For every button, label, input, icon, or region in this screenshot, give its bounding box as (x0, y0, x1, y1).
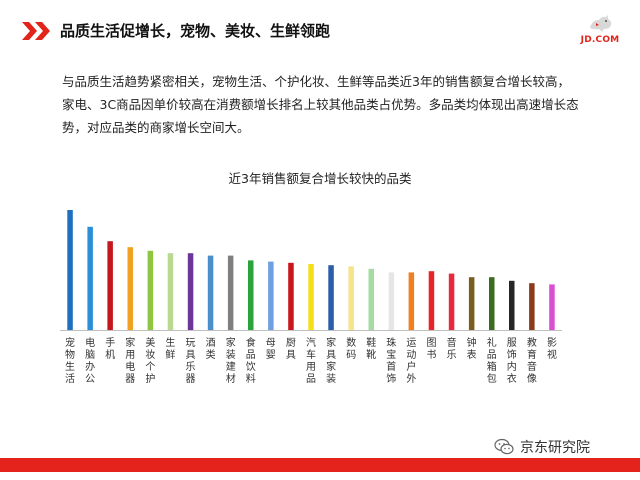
bar (308, 264, 314, 330)
bar (227, 255, 234, 330)
bar (489, 277, 495, 330)
jd-logo: JD.COM (574, 14, 626, 50)
x-tick-label: 汽车用品 (306, 336, 316, 385)
bar (408, 272, 415, 330)
bar (127, 247, 133, 330)
x-tick-label: 家具家装 (326, 336, 336, 385)
x-tick-label: 家装建材 (226, 336, 236, 385)
jd-dog-icon (590, 15, 612, 32)
x-tick-label: 影视 (547, 337, 557, 361)
bar (368, 268, 374, 330)
x-tick-label: 电脑办公 (85, 336, 95, 385)
chart-title: 近3年销售额复合增长较快的品类 (228, 171, 412, 186)
bar (147, 250, 154, 330)
bar (448, 273, 455, 330)
x-tick-label: 酒类 (206, 337, 216, 361)
bar (67, 210, 73, 330)
footer-bar (0, 458, 640, 472)
bar (428, 271, 435, 330)
x-tick-label: 美妆个护 (145, 336, 155, 385)
x-tick-label: 生鲜 (165, 336, 175, 361)
bar (288, 262, 294, 330)
x-tick-label: 手机 (105, 336, 115, 361)
x-tick-label: 玩具乐器 (186, 338, 196, 385)
x-tick-label: 母婴 (266, 337, 276, 361)
page-title: 品质生活促增长，宠物、美妆、生鲜领跑 (60, 22, 331, 40)
bar (268, 261, 274, 330)
x-tick-label: 数码 (346, 336, 356, 361)
x-tick-label: 教育音像 (527, 336, 537, 385)
x-tick-label: 厨具 (286, 337, 296, 361)
x-tick-label: 音乐 (447, 336, 457, 361)
bar (107, 241, 113, 330)
bar (248, 260, 254, 330)
description-text: 与品质生活趋势紧密相关，宠物生活、个护化妆、生鲜等品类近3年的销售额复合增长较高… (62, 74, 579, 135)
chevron-right-icon (22, 22, 50, 40)
footer-brand-text: 京东研究院 (520, 440, 590, 456)
bar (348, 266, 354, 330)
x-tick-label: 礼品箱包 (487, 336, 497, 385)
x-tick-label: 服饰内衣 (507, 337, 517, 385)
logo-text: JD.COM (580, 35, 620, 45)
bar (529, 283, 535, 330)
bar (388, 272, 395, 330)
x-tick-label: 家用电器 (125, 336, 135, 385)
bar (187, 253, 194, 330)
wechat-icon (494, 438, 514, 455)
x-tick-label: 图书 (427, 337, 437, 361)
bar (167, 253, 174, 330)
x-tick-label: 食品饮料 (246, 336, 256, 385)
x-tick-label: 鞋靴 (366, 336, 376, 361)
bar (549, 284, 555, 330)
bar (328, 265, 334, 330)
bar (509, 280, 515, 330)
bar (87, 226, 93, 330)
bar (207, 255, 214, 330)
x-tick-label: 运动户外 (406, 337, 416, 385)
bar (468, 277, 475, 330)
footer-brand: 京东研究院 (490, 436, 594, 458)
x-tick-label: 珠宝首饰 (386, 336, 396, 385)
x-tick-label: 宠物生活 (65, 336, 75, 385)
x-tick-label: 钟表 (467, 336, 477, 361)
